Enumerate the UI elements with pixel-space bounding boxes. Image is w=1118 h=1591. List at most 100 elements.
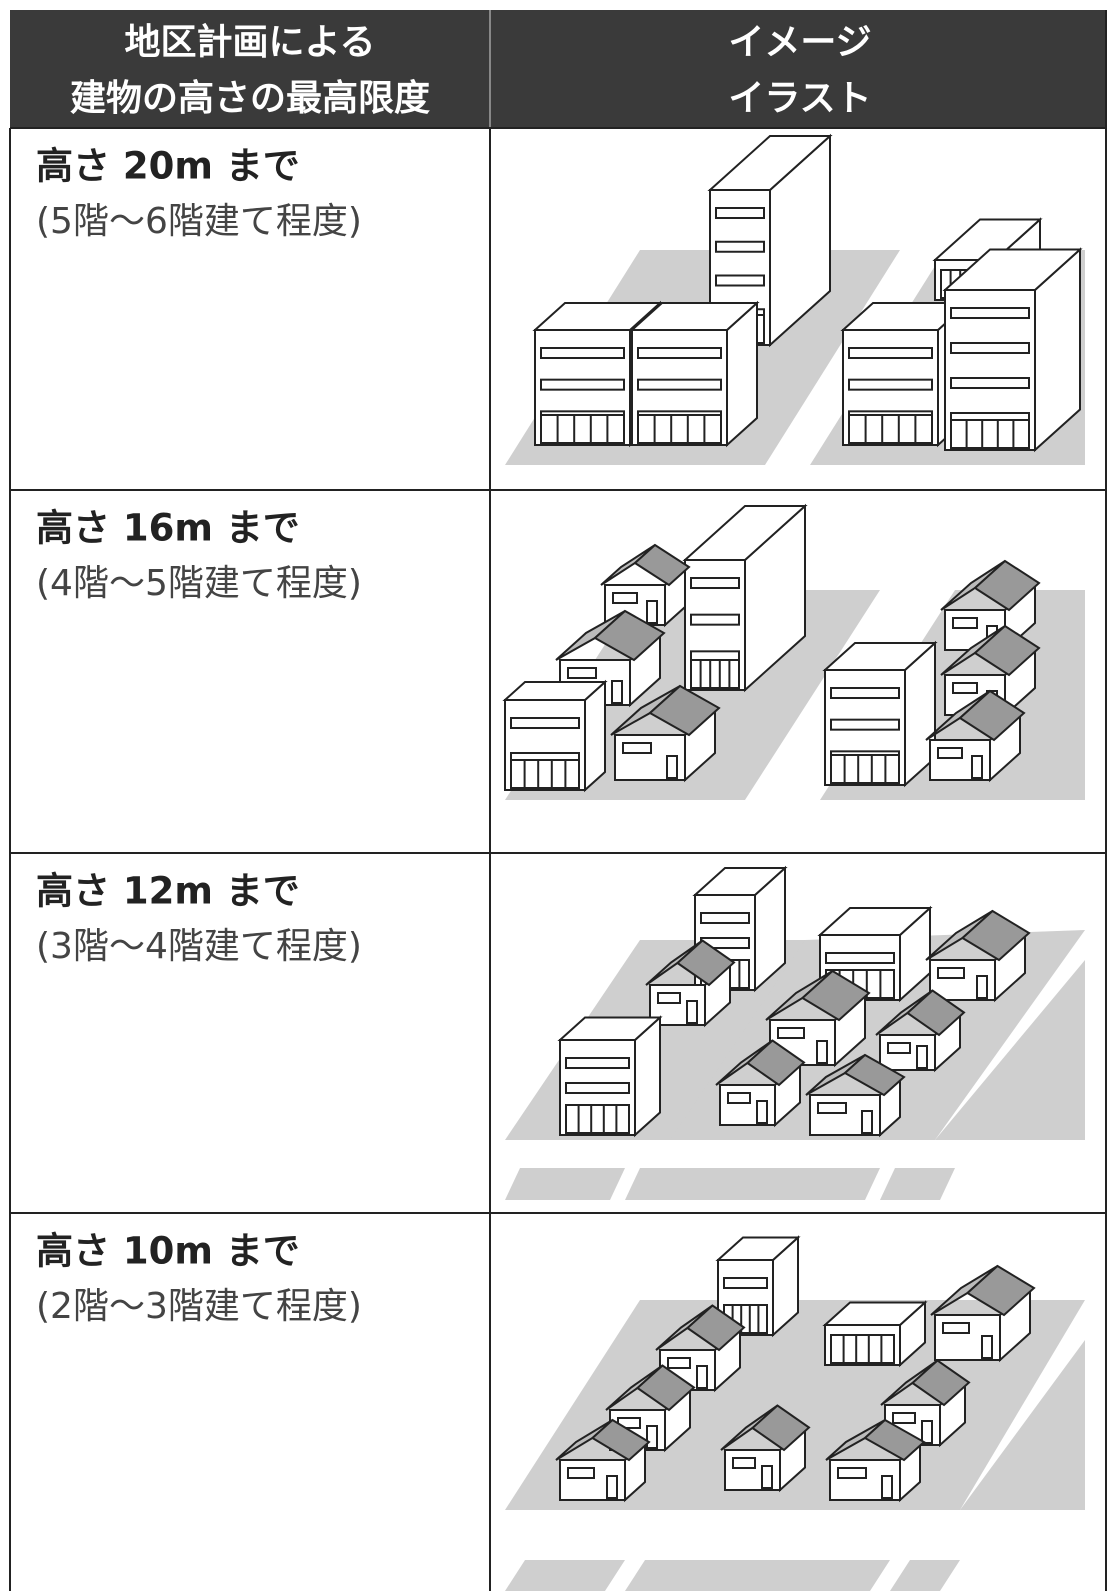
house-roof — [960, 909, 1031, 962]
house-roof — [843, 1053, 906, 1097]
shop-front — [830, 1334, 895, 1364]
window-band — [637, 378, 722, 391]
building-top — [532, 302, 663, 331]
shop-front — [950, 419, 1030, 449]
header-right-line: イラスト — [728, 78, 871, 119]
house-window — [567, 667, 597, 679]
house-roof — [633, 543, 691, 587]
ground — [960, 1340, 1085, 1510]
window-band — [848, 347, 933, 359]
header-right-line: イメージ — [728, 22, 871, 63]
floor-range: (4階～5階建て程度) — [36, 563, 362, 604]
house-window — [937, 967, 965, 979]
house-door — [861, 1110, 873, 1134]
window-band — [715, 240, 765, 253]
house-window — [952, 682, 978, 694]
window-band — [690, 577, 740, 589]
house-roof — [965, 1264, 1036, 1317]
header-left-line: 地区計画による — [125, 22, 376, 63]
house-roof — [958, 689, 1026, 742]
house-window — [567, 1467, 595, 1479]
house-roof — [590, 1418, 651, 1462]
house-door — [756, 1100, 768, 1124]
house-roof — [648, 684, 721, 737]
floor-range: (3階～4階建て程度) — [36, 926, 362, 967]
height-limit: 高さ 12m まで — [36, 870, 300, 913]
house-door — [611, 680, 623, 704]
house-window — [887, 1042, 911, 1054]
building-top — [932, 218, 1043, 261]
shop-front — [690, 659, 740, 689]
building-top — [715, 1236, 801, 1261]
header-left-line: 建物の高さの最高限度 — [70, 78, 430, 119]
house-door — [686, 1000, 698, 1024]
window-band — [565, 1057, 630, 1069]
house-door — [971, 755, 983, 779]
shop-front — [565, 1104, 630, 1134]
building-top — [822, 1301, 928, 1326]
building-top — [942, 248, 1083, 291]
window-band — [723, 1277, 768, 1289]
house-window — [612, 592, 638, 604]
house-window — [727, 1092, 751, 1104]
house-roof — [973, 559, 1041, 612]
shop-front — [848, 414, 933, 444]
house-roof — [910, 1359, 971, 1407]
window-band — [848, 378, 933, 391]
height-limit: 高さ 20m まで — [36, 145, 300, 188]
house-window — [777, 1027, 805, 1039]
window-band — [715, 207, 765, 219]
ground — [935, 960, 1085, 1140]
house-window — [732, 1457, 756, 1469]
house-door — [881, 1475, 893, 1499]
building-top — [629, 302, 760, 331]
house-door — [976, 975, 988, 999]
building-top — [822, 642, 938, 671]
house-roof — [593, 609, 666, 662]
rows: 高さ 20m まで (5階～6階建て程度) 高さ 16m まで (4階～5階建て程度)… — [10, 127, 1106, 1327]
house-roof — [685, 1304, 746, 1352]
ground — [625, 1560, 890, 1591]
house-roof — [745, 1039, 806, 1087]
building-top — [502, 681, 608, 701]
house-window — [937, 747, 963, 759]
window-band — [950, 342, 1030, 354]
house-window — [837, 1467, 867, 1479]
window-band — [540, 347, 625, 359]
house-door — [916, 1045, 928, 1069]
house-roof — [635, 1364, 696, 1412]
building-top — [682, 505, 808, 561]
window-band — [637, 347, 722, 359]
ground — [880, 1168, 955, 1200]
window-band — [830, 718, 900, 731]
height-limit: 高さ 10m まで — [36, 1230, 300, 1273]
window-band — [700, 912, 750, 924]
window-band — [565, 1082, 630, 1094]
shop-front — [830, 754, 900, 784]
house-door — [816, 1040, 828, 1064]
header-bar — [10, 10, 1106, 128]
house-door — [606, 1475, 618, 1499]
building-top — [692, 867, 788, 896]
building-top — [557, 1016, 663, 1041]
house-door — [696, 1365, 708, 1389]
ground — [625, 1168, 880, 1200]
house-window — [622, 742, 652, 754]
house-window — [952, 617, 978, 629]
house-roof — [750, 1404, 811, 1452]
house-roof — [905, 989, 966, 1037]
floor-range: (2階～3階建て程度) — [36, 1286, 362, 1327]
window-band — [830, 687, 900, 699]
house-roof — [863, 1418, 926, 1462]
window-band — [690, 613, 740, 626]
house-roof — [800, 969, 871, 1022]
ground — [505, 1560, 625, 1591]
ground — [890, 1560, 960, 1591]
house-door — [666, 755, 678, 779]
house-door — [646, 600, 658, 624]
house-door — [761, 1465, 773, 1489]
shop-front — [540, 414, 625, 444]
ground — [505, 1168, 625, 1200]
house-door — [981, 1335, 993, 1359]
